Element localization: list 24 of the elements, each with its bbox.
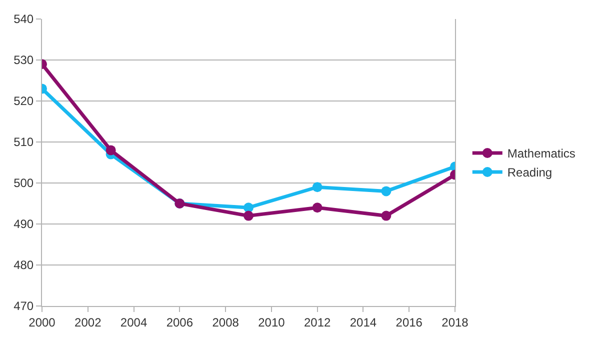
y-tick-label: 540 bbox=[14, 12, 34, 26]
point bbox=[312, 182, 322, 192]
y-tick-label: 470 bbox=[14, 299, 34, 314]
y-tick-label: 510 bbox=[14, 135, 34, 150]
x-tick-label: 2006 bbox=[166, 315, 194, 330]
y-tick-label: 530 bbox=[14, 53, 34, 68]
x-tick-label: 2018 bbox=[442, 315, 469, 330]
x-tick-label: 2010 bbox=[258, 315, 286, 330]
legend-label: Reading bbox=[507, 166, 552, 180]
x-tick-label: 2008 bbox=[212, 315, 240, 330]
x-tick-label: 2016 bbox=[396, 315, 423, 330]
x-tick-label: 2012 bbox=[304, 315, 331, 330]
x-tick-label: 2000 bbox=[28, 315, 56, 330]
y-tick-label: 520 bbox=[14, 94, 34, 108]
legend-label: Mathematics bbox=[507, 146, 576, 161]
x-tick-label: 2002 bbox=[74, 315, 102, 330]
point bbox=[312, 202, 322, 213]
x-tick-label: 2004 bbox=[120, 315, 148, 330]
y-tick-label: 500 bbox=[14, 176, 34, 190]
y-tick-label: 480 bbox=[14, 258, 34, 272]
point bbox=[244, 210, 254, 221]
x-tick-label: 2014 bbox=[350, 315, 377, 330]
point bbox=[244, 202, 254, 213]
y-tick-label: 490 bbox=[14, 217, 34, 232]
